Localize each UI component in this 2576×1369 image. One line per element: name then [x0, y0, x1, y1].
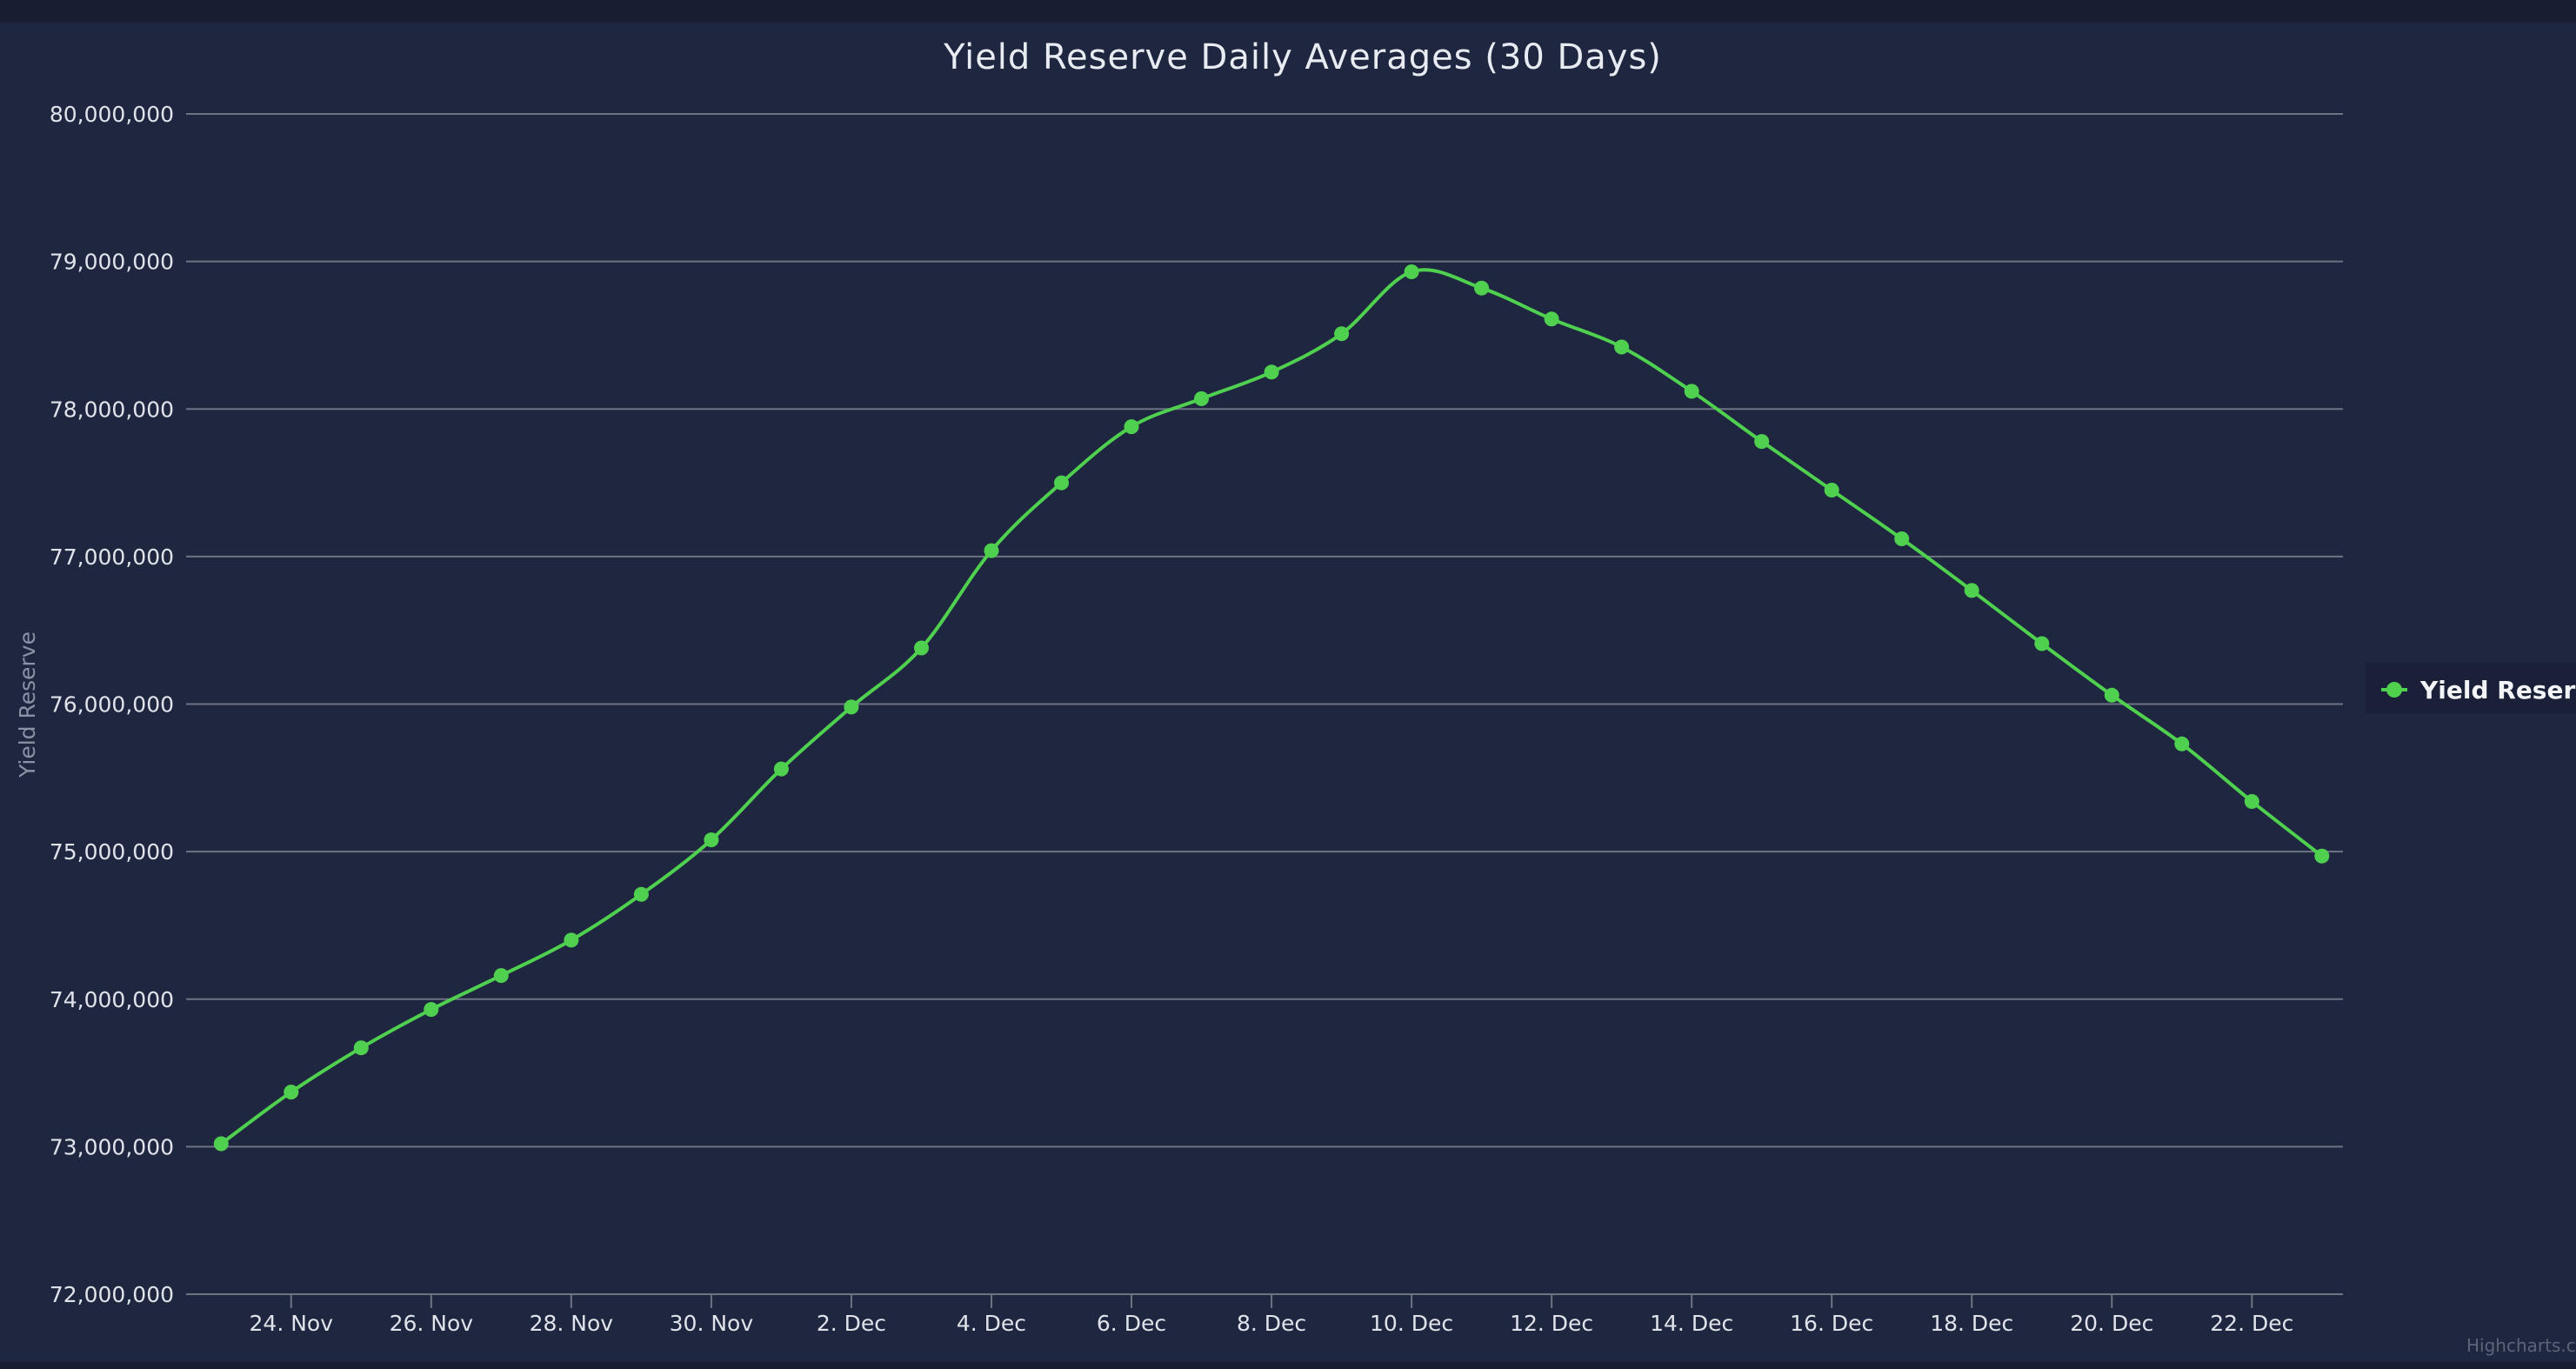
data-point[interactable]	[1474, 280, 1490, 296]
data-point[interactable]	[424, 1002, 439, 1018]
x-tick-label: 6. Dec	[1097, 1311, 1166, 1336]
data-point[interactable]	[984, 543, 999, 558]
data-point[interactable]	[1264, 364, 1279, 380]
data-point[interactable]	[704, 832, 719, 848]
data-point[interactable]	[2034, 636, 2050, 651]
x-tick-label: 20. Dec	[2070, 1311, 2153, 1336]
x-tick-label: 24. Nov	[250, 1311, 334, 1336]
x-tick-label: 28. Nov	[530, 1311, 614, 1336]
grid-lines	[186, 113, 2343, 1295]
data-point[interactable]	[284, 1085, 299, 1100]
x-tick-label: 8. Dec	[1237, 1311, 1306, 1336]
data-point[interactable]	[1964, 583, 1979, 598]
data-point[interactable]	[1614, 339, 1630, 355]
data-point[interactable]	[1124, 419, 1139, 435]
series-markers	[213, 264, 2330, 1152]
x-axis-ticks: 24. Nov 26. Nov 28. Nov 30. Nov 2. Dec 4. Dec…	[250, 1294, 2293, 1336]
y-tick-label: 75,000,000	[50, 839, 174, 865]
y-tick-label: 80,000,000	[50, 102, 174, 127]
y-axis-title: Yield Reserve	[15, 631, 40, 778]
x-tick-label: 16. Dec	[1790, 1311, 1873, 1336]
data-point[interactable]	[493, 968, 509, 984]
x-tick-label: 22. Dec	[2210, 1311, 2293, 1336]
data-point[interactable]	[1194, 391, 1209, 406]
x-tick-label: 14. Dec	[1650, 1311, 1733, 1336]
x-tick-label: 30. Nov	[670, 1311, 754, 1336]
y-tick-label: 79,000,000	[50, 250, 174, 275]
data-point[interactable]	[914, 640, 929, 656]
bottom-bar	[0, 1362, 2576, 1369]
y-tick-label: 73,000,000	[50, 1134, 174, 1159]
data-point[interactable]	[844, 699, 859, 715]
data-point[interactable]	[2244, 794, 2259, 809]
x-tick-label: 4. Dec	[957, 1311, 1026, 1336]
y-tick-label: 78,000,000	[50, 397, 174, 422]
data-point[interactable]	[1894, 531, 1910, 546]
data-point[interactable]	[213, 1136, 229, 1152]
data-point[interactable]	[1824, 483, 1839, 498]
x-tick-label: 26. Nov	[390, 1311, 474, 1336]
credits-link[interactable]: Highcharts.com	[2466, 1335, 2576, 1356]
x-tick-label: 10. Dec	[1370, 1311, 1453, 1336]
chart-title: Yield Reserve Daily Averages (30 Days)	[943, 37, 1662, 77]
y-tick-label: 77,000,000	[50, 544, 174, 570]
y-tick-label: 72,000,000	[50, 1282, 174, 1307]
data-point[interactable]	[1544, 311, 1559, 327]
data-point[interactable]	[1684, 384, 1699, 399]
data-point[interactable]	[2314, 848, 2330, 864]
y-tick-label: 74,000,000	[50, 987, 174, 1012]
x-tick-label: 18. Dec	[1930, 1311, 2013, 1336]
data-point[interactable]	[2104, 687, 2119, 703]
data-point[interactable]	[1404, 264, 1419, 279]
data-point[interactable]	[773, 761, 789, 777]
legend[interactable]: Yield Reserve	[2366, 663, 2576, 713]
y-axis-ticks: 72,000,000 73,000,000 74,000,000 75,000,000…	[50, 102, 174, 1307]
data-point[interactable]	[633, 886, 649, 902]
data-point[interactable]	[1754, 434, 1770, 450]
data-point[interactable]	[1334, 326, 1350, 342]
y-tick-label: 76,000,000	[50, 692, 174, 718]
data-point[interactable]	[564, 932, 579, 948]
x-tick-label: 12. Dec	[1510, 1311, 1593, 1336]
legend-item-yield-reserve[interactable]: Yield Reserve	[2419, 676, 2576, 705]
data-point[interactable]	[1054, 475, 1069, 491]
data-point[interactable]	[353, 1040, 369, 1056]
top-bar	[0, 0, 2576, 23]
legend-marker-icon	[2386, 682, 2402, 698]
x-tick-label: 2. Dec	[817, 1311, 886, 1336]
data-point[interactable]	[2174, 736, 2190, 751]
